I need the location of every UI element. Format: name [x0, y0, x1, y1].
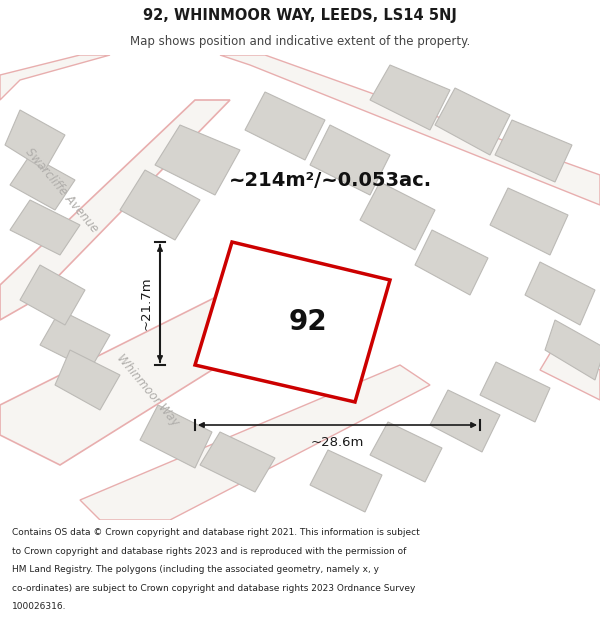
Polygon shape — [195, 242, 390, 402]
Polygon shape — [430, 390, 500, 452]
Text: co-ordinates) are subject to Crown copyright and database rights 2023 Ordnance S: co-ordinates) are subject to Crown copyr… — [12, 584, 415, 592]
Polygon shape — [220, 55, 600, 205]
Text: ~214m²/~0.053ac.: ~214m²/~0.053ac. — [229, 171, 431, 189]
Text: ~28.6m: ~28.6m — [311, 436, 364, 449]
Polygon shape — [370, 65, 450, 130]
Text: Swarcliffe Avenue: Swarcliffe Avenue — [23, 145, 101, 235]
Polygon shape — [155, 125, 240, 195]
Text: HM Land Registry. The polygons (including the associated geometry, namely x, y: HM Land Registry. The polygons (includin… — [12, 565, 379, 574]
Polygon shape — [540, 345, 600, 400]
Polygon shape — [310, 125, 390, 195]
Text: ~21.7m: ~21.7m — [139, 277, 152, 330]
Polygon shape — [0, 260, 340, 465]
Polygon shape — [40, 310, 110, 370]
Polygon shape — [10, 200, 80, 255]
Polygon shape — [370, 422, 442, 482]
Text: Contains OS data © Crown copyright and database right 2021. This information is : Contains OS data © Crown copyright and d… — [12, 528, 420, 538]
Polygon shape — [435, 88, 510, 155]
Polygon shape — [495, 120, 572, 182]
Polygon shape — [310, 450, 382, 512]
Polygon shape — [0, 100, 230, 320]
Text: 92, WHINMOOR WAY, LEEDS, LS14 5NJ: 92, WHINMOOR WAY, LEEDS, LS14 5NJ — [143, 8, 457, 23]
Polygon shape — [0, 55, 110, 100]
Polygon shape — [200, 432, 275, 492]
Text: Map shows position and indicative extent of the property.: Map shows position and indicative extent… — [130, 35, 470, 48]
Polygon shape — [20, 265, 85, 325]
Polygon shape — [5, 110, 65, 170]
Polygon shape — [525, 262, 595, 325]
Polygon shape — [245, 92, 325, 160]
Text: 100026316.: 100026316. — [12, 602, 67, 611]
Polygon shape — [490, 188, 568, 255]
Polygon shape — [480, 362, 550, 422]
Polygon shape — [120, 170, 200, 240]
Text: to Crown copyright and database rights 2023 and is reproduced with the permissio: to Crown copyright and database rights 2… — [12, 547, 406, 556]
Text: 92: 92 — [289, 308, 328, 336]
Polygon shape — [545, 320, 600, 380]
Polygon shape — [80, 365, 430, 520]
Polygon shape — [360, 182, 435, 250]
Polygon shape — [415, 230, 488, 295]
Polygon shape — [140, 405, 212, 468]
Polygon shape — [55, 350, 120, 410]
Polygon shape — [10, 155, 75, 210]
Text: Whinmoor Way: Whinmoor Way — [114, 351, 182, 429]
